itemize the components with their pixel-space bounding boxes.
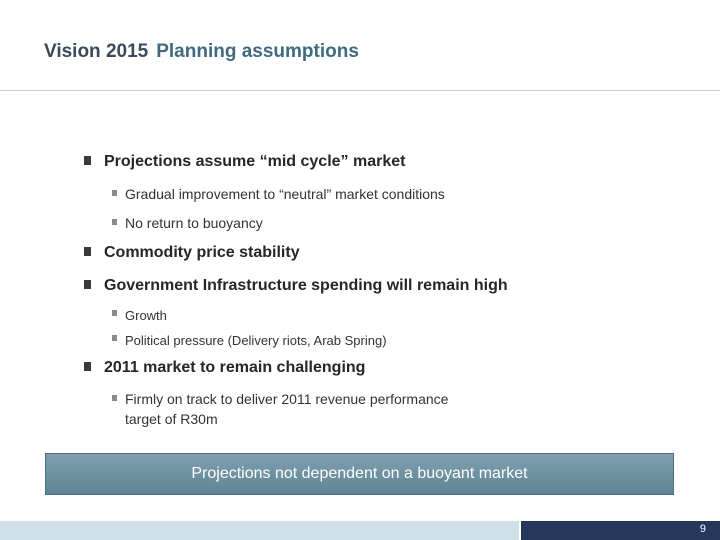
sub-bullet-square-icon bbox=[112, 219, 117, 225]
bullet-text: Government Infrastructure spending will … bbox=[104, 277, 508, 294]
sub-bullet-square-icon bbox=[112, 335, 117, 341]
bullet-text: Projections assume “mid cycle” market bbox=[104, 153, 406, 170]
sub-bullet-text: Growth bbox=[125, 308, 167, 323]
sub-bullet-square-icon bbox=[112, 190, 117, 196]
footer-page-box: 9 bbox=[521, 521, 720, 540]
banner-text: Projections not dependent on a buoyant m… bbox=[191, 465, 528, 482]
bullet-text: Commodity price stability bbox=[104, 244, 300, 261]
bullet-square-icon bbox=[84, 247, 91, 256]
bullet-square-icon bbox=[84, 362, 91, 371]
header-divider bbox=[0, 90, 720, 91]
sub-bullet-text: Firmly on track to deliver 2011 revenue … bbox=[125, 391, 449, 407]
sub-bullet-text: Political pressure (Delivery riots, Arab… bbox=[125, 333, 387, 348]
bullet-square-icon bbox=[84, 280, 91, 289]
title-part-2: Planning assumptions bbox=[156, 41, 359, 62]
sub-bullet-text: No return to buoyancy bbox=[125, 215, 263, 231]
sub-bullet-square-icon bbox=[112, 310, 117, 316]
page-number: 9 bbox=[699, 523, 706, 535]
slide-header: Vision 2015 Planning assumptions bbox=[0, 0, 720, 90]
bullet-text: 2011 market to remain challenging bbox=[104, 359, 366, 376]
footer-separator bbox=[519, 521, 521, 540]
summary-banner: Projections not dependent on a buoyant m… bbox=[45, 453, 674, 495]
footer-bar bbox=[0, 521, 519, 540]
slide-title: Vision 2015 Planning assumptions bbox=[44, 41, 359, 63]
title-part-1: Vision 2015 bbox=[44, 41, 149, 62]
sub-bullet-text-continued: target of R30m bbox=[125, 411, 218, 427]
sub-bullet-square-icon bbox=[112, 395, 117, 401]
bullet-square-icon bbox=[84, 156, 91, 165]
sub-bullet-text: Gradual improvement to “neutral” market … bbox=[125, 186, 445, 202]
